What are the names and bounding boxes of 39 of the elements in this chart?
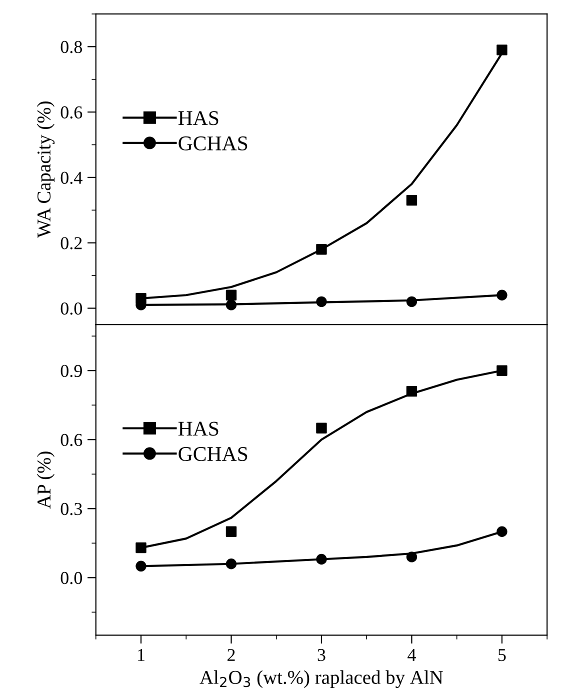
y-tick-label: 0.0 — [60, 302, 82, 315]
x-tick-label: 5 — [498, 649, 506, 662]
point — [496, 44, 508, 56]
point — [496, 526, 508, 537]
x-axis-title: Al$_{2}$O$_{3}$ (wt.%) raplaced by AlN — [200, 670, 443, 688]
point — [226, 300, 237, 310]
x-tick-label: 4 — [408, 649, 416, 661]
x-tick-label: 2 — [228, 648, 235, 661]
point — [316, 244, 327, 255]
point — [406, 194, 418, 206]
point — [136, 560, 146, 572]
point — [316, 422, 327, 434]
x-tick-label: 3 — [318, 648, 326, 662]
point — [496, 365, 508, 376]
point — [226, 526, 237, 537]
legend-label: GCHAS — [178, 447, 248, 462]
legend-label: HAS — [178, 111, 218, 126]
y-tick-label: 0.4 — [60, 172, 82, 184]
point — [226, 290, 237, 300]
y-tick-label: 0.6 — [60, 434, 82, 446]
point — [316, 554, 327, 565]
legend-label: HAS — [178, 422, 218, 436]
y-tick-label: 0.2 — [60, 237, 82, 250]
point — [496, 290, 508, 300]
legend-label: GCHAS — [178, 136, 248, 150]
point — [316, 296, 327, 308]
point — [136, 542, 146, 554]
point — [226, 558, 237, 570]
point — [406, 552, 418, 562]
x-tick-label: 1 — [138, 648, 144, 661]
y-tick-label: 0.8 — [60, 40, 82, 54]
y-tick-label: 0.3 — [60, 502, 82, 516]
y-tick-label: 0.0 — [60, 572, 82, 584]
point — [406, 296, 418, 308]
y-axis-title: WA Capacity (%) — [36, 102, 55, 238]
y-tick-label: 0.6 — [60, 106, 82, 119]
y-tick-label: 0.9 — [60, 364, 82, 378]
point — [406, 386, 418, 397]
y-axis-title: AP (%) — [36, 452, 55, 509]
